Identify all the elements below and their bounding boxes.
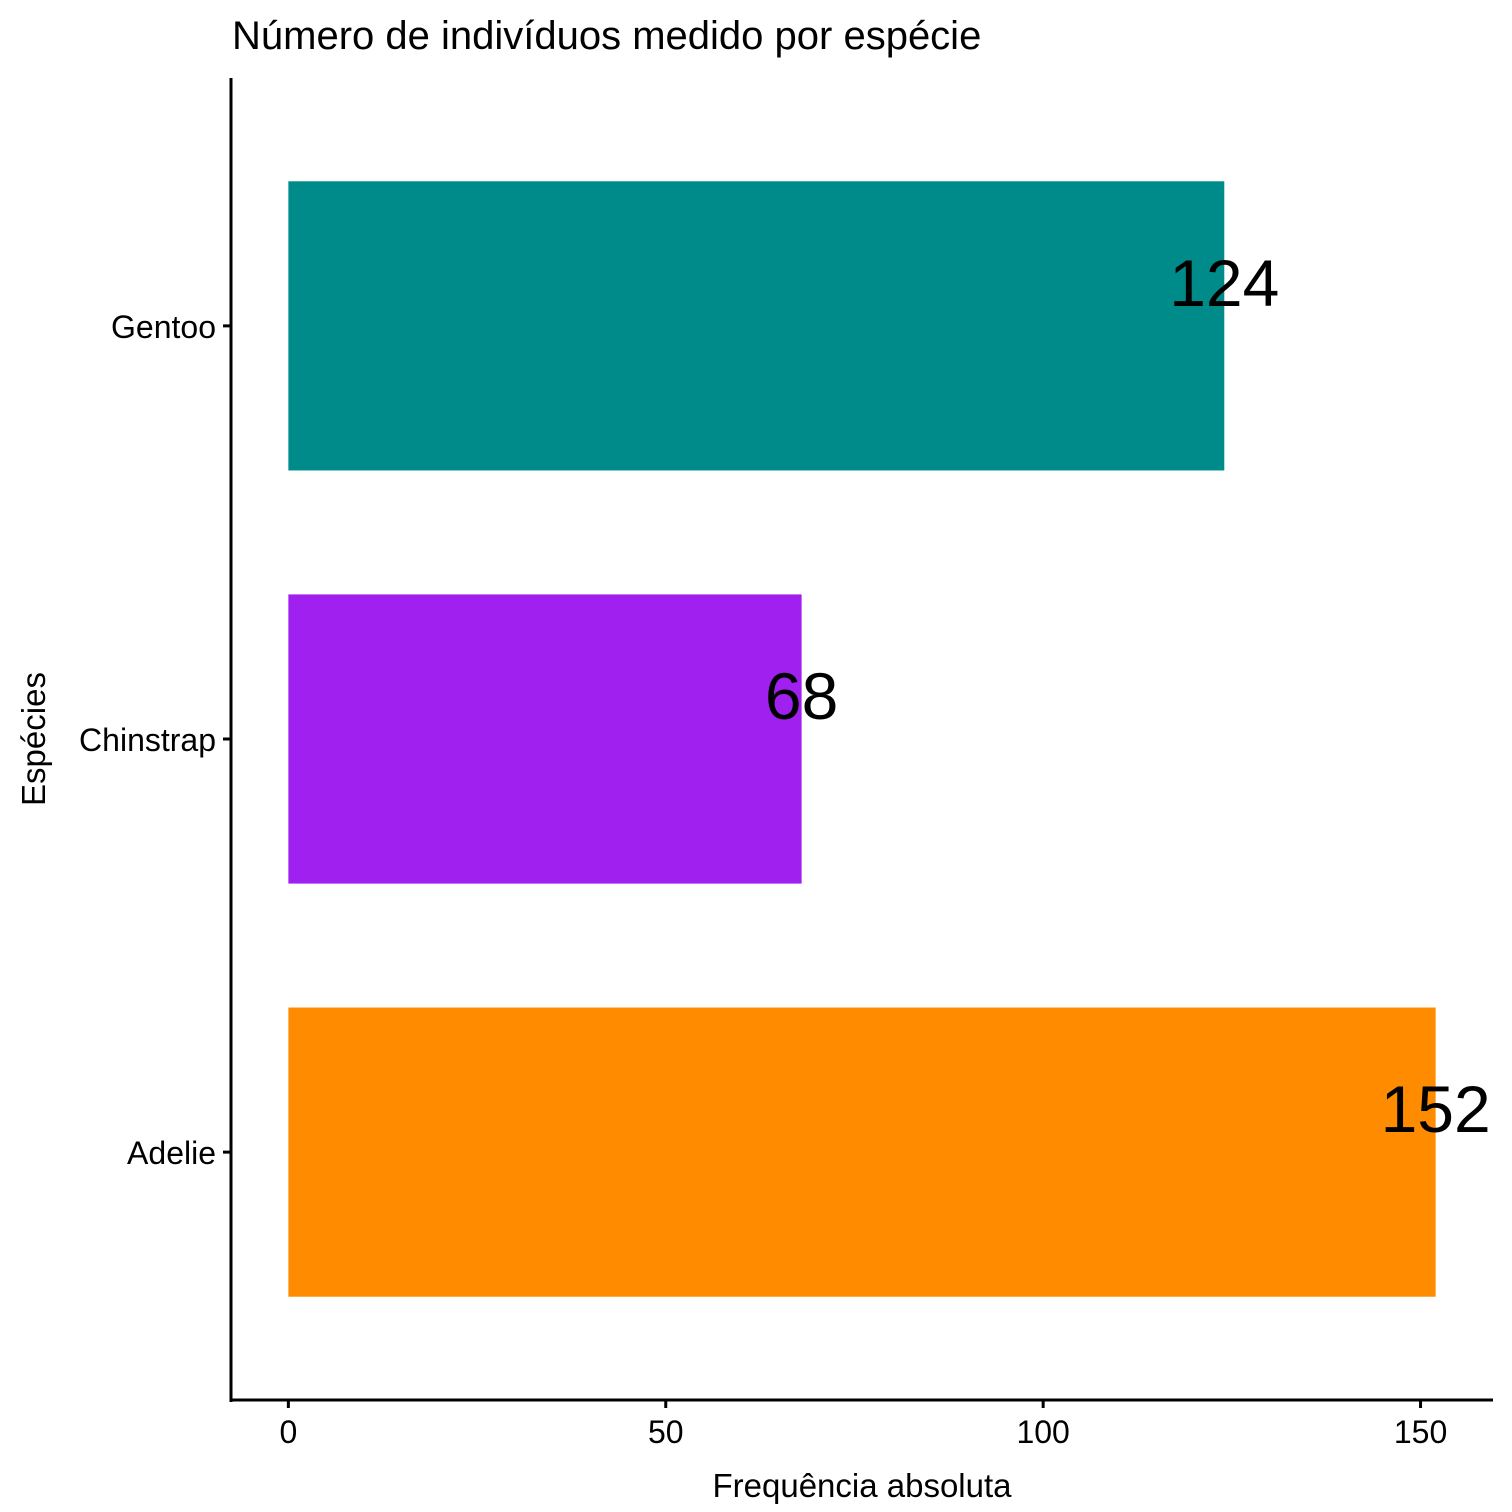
bar-adelie bbox=[288, 1007, 1436, 1297]
data-label-adelie: 152 bbox=[1381, 1072, 1491, 1146]
y-axis-title: Espécies bbox=[15, 672, 52, 806]
y-ticks-group: Adelie Chinstrap Gentoo bbox=[79, 309, 231, 1171]
y-tick-label: Gentoo bbox=[111, 309, 216, 345]
bar-gentoo bbox=[288, 181, 1225, 471]
y-tick-label: Adelie bbox=[127, 1135, 216, 1171]
x-tick-label: 150 bbox=[1394, 1414, 1447, 1450]
y-tick-label: Chinstrap bbox=[79, 722, 216, 758]
x-tick-label: 50 bbox=[648, 1414, 684, 1450]
bars-group bbox=[288, 181, 1436, 1297]
chart-title: Número de indivíduos medido por espécie bbox=[232, 14, 981, 58]
data-label-gentoo: 124 bbox=[1169, 246, 1279, 320]
x-tick-label: 0 bbox=[279, 1414, 297, 1450]
data-labels-group: 152 68 124 bbox=[765, 246, 1491, 1146]
bar-chinstrap bbox=[288, 594, 802, 884]
x-axis-title: Frequência absoluta bbox=[712, 1467, 1012, 1504]
data-label-chinstrap: 68 bbox=[765, 659, 838, 733]
x-ticks-group: 0 50 100 150 bbox=[279, 1400, 1447, 1450]
x-tick-label: 100 bbox=[1016, 1414, 1069, 1450]
